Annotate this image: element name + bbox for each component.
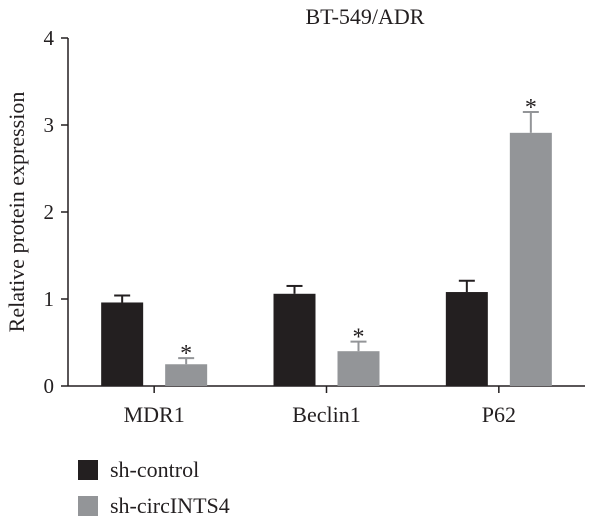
bar	[165, 364, 208, 386]
y-axis-label: Relative protein expression	[4, 92, 29, 333]
legend-swatch-series-1	[78, 460, 98, 480]
bar	[101, 302, 144, 386]
y-tick-label: 1	[44, 287, 55, 311]
significance-marker: *	[353, 325, 365, 351]
x-tick-label: P62	[482, 402, 516, 427]
legend-swatch-series-2	[78, 496, 98, 516]
bar	[273, 293, 316, 386]
y-tick-label: 4	[44, 26, 55, 50]
chart-title: BT-549/ADR	[306, 4, 425, 29]
bar	[509, 132, 552, 386]
x-tick-label: MDR1	[124, 402, 185, 427]
legend: sh-control sh-circINTS4	[78, 452, 230, 524]
significance-marker: *	[525, 95, 537, 121]
legend-item-series-2: sh-circINTS4	[78, 488, 230, 524]
y-tick-label: 3	[44, 113, 55, 137]
legend-item-series-1: sh-control	[78, 452, 230, 488]
bar	[445, 292, 488, 386]
legend-label-series-1: sh-control	[110, 457, 200, 482]
y-tick-label: 0	[44, 374, 55, 398]
legend-label-series-2: sh-circINTS4	[110, 493, 230, 518]
y-tick-label: 2	[44, 200, 55, 224]
significance-marker: *	[180, 341, 192, 367]
bar	[337, 351, 380, 386]
axes: 0 1 2 3 4 MDR1 Beclin1 P62	[44, 26, 585, 427]
x-tick-label: Beclin1	[292, 402, 360, 427]
bars: * * *	[101, 95, 552, 386]
